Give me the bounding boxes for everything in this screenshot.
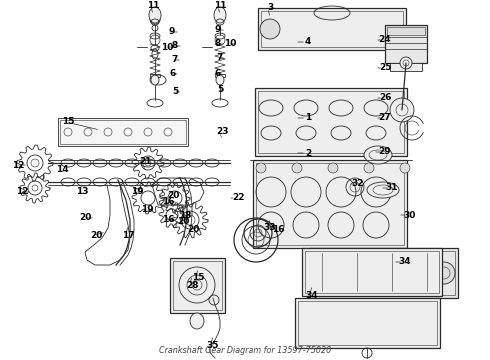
Text: 32: 32	[352, 180, 364, 189]
Bar	[387, 27, 425, 35]
Text: 16: 16	[162, 198, 174, 207]
Circle shape	[292, 163, 302, 173]
Text: 20: 20	[177, 217, 189, 226]
Ellipse shape	[216, 75, 224, 85]
Circle shape	[328, 163, 338, 173]
Bar	[298, 301, 437, 345]
Text: 4: 4	[305, 37, 311, 46]
Text: 22: 22	[232, 194, 244, 202]
Circle shape	[364, 163, 374, 173]
Ellipse shape	[149, 7, 161, 23]
Bar	[150, 74, 160, 77]
Circle shape	[256, 163, 266, 173]
Text: 9: 9	[169, 27, 175, 36]
Text: 5: 5	[172, 87, 178, 96]
Text: 10: 10	[161, 42, 173, 51]
Text: 11: 11	[214, 1, 226, 10]
Text: 14: 14	[56, 166, 68, 175]
Circle shape	[343, 262, 365, 284]
Text: 20: 20	[167, 192, 179, 201]
Text: 20: 20	[90, 230, 102, 239]
Circle shape	[313, 262, 335, 284]
Text: 20: 20	[187, 225, 199, 234]
Text: 10: 10	[224, 40, 236, 49]
Text: 7: 7	[217, 54, 223, 63]
Text: 34: 34	[399, 257, 411, 266]
Text: 6: 6	[215, 68, 221, 77]
Circle shape	[400, 163, 410, 173]
Text: 19: 19	[131, 188, 143, 197]
Bar	[313, 251, 455, 295]
Text: 9: 9	[215, 26, 221, 35]
Text: 7: 7	[172, 55, 178, 64]
Bar	[302, 248, 442, 296]
Bar	[170, 258, 225, 313]
Bar	[261, 11, 403, 47]
Text: 27: 27	[379, 113, 392, 122]
Text: 26: 26	[379, 94, 391, 103]
Text: 20: 20	[79, 213, 91, 222]
Text: 21: 21	[139, 158, 151, 166]
Text: 1: 1	[305, 113, 311, 122]
Bar	[253, 160, 407, 248]
Text: 17: 17	[122, 230, 134, 239]
Circle shape	[400, 57, 412, 69]
Ellipse shape	[364, 146, 392, 164]
Circle shape	[373, 262, 395, 284]
Bar	[215, 74, 225, 77]
Circle shape	[390, 98, 414, 122]
Bar	[258, 91, 404, 153]
Text: 5: 5	[217, 85, 223, 94]
Bar	[305, 251, 439, 293]
Bar	[390, 63, 422, 71]
Bar	[258, 8, 406, 50]
Bar	[385, 25, 427, 63]
Text: 30: 30	[404, 211, 416, 220]
Text: 2: 2	[305, 148, 311, 158]
Text: 16: 16	[162, 216, 174, 225]
Text: 15: 15	[62, 117, 74, 126]
Text: 18: 18	[179, 211, 191, 220]
Text: 16: 16	[272, 225, 284, 234]
Circle shape	[260, 19, 280, 39]
Bar	[310, 248, 458, 298]
Bar	[256, 163, 404, 245]
Text: 31: 31	[386, 184, 398, 193]
Text: 8: 8	[172, 41, 178, 50]
Text: 12: 12	[16, 188, 28, 197]
Text: 28: 28	[186, 280, 198, 289]
Bar	[173, 261, 222, 310]
Text: 29: 29	[379, 148, 392, 157]
Text: 12: 12	[12, 161, 24, 170]
Text: 34: 34	[306, 291, 318, 300]
Circle shape	[433, 262, 455, 284]
Bar	[58, 118, 188, 146]
Ellipse shape	[214, 7, 226, 23]
Text: 13: 13	[76, 188, 88, 197]
Text: 3: 3	[267, 4, 273, 13]
Ellipse shape	[151, 75, 159, 85]
Text: 25: 25	[379, 63, 391, 72]
Text: 35: 35	[207, 341, 219, 350]
Text: 23: 23	[216, 127, 228, 136]
Text: 11: 11	[147, 1, 159, 10]
Text: 15: 15	[192, 274, 204, 283]
Circle shape	[403, 262, 425, 284]
Bar	[255, 88, 407, 156]
Text: 19: 19	[141, 206, 153, 215]
Bar	[295, 298, 440, 348]
Text: 6: 6	[170, 69, 176, 78]
Text: 8: 8	[215, 40, 221, 49]
Text: 33: 33	[264, 224, 276, 233]
Text: 24: 24	[379, 36, 392, 45]
Bar	[60, 120, 186, 144]
Ellipse shape	[367, 182, 399, 198]
Text: Crankshaft Gear Diagram for 13597-75020: Crankshaft Gear Diagram for 13597-75020	[159, 346, 331, 355]
Ellipse shape	[190, 313, 204, 329]
